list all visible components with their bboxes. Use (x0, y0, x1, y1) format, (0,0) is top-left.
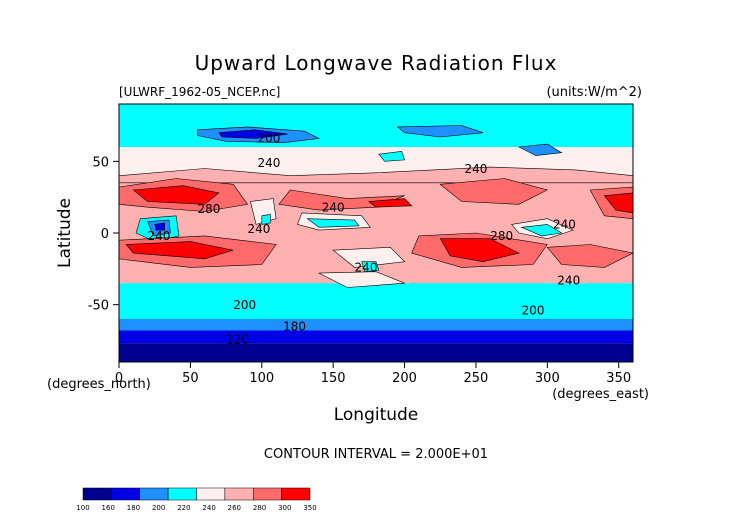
patch-s-pacific-mid (318, 271, 405, 288)
patch-warm-pool-core (306, 218, 360, 228)
x-tick-label: 350 (606, 371, 631, 386)
colorbar-swatch (281, 487, 311, 501)
colorbar-label: 260 (228, 504, 241, 512)
y-tick-label: 0 (101, 227, 109, 242)
chart-title: Upward Longwave Radiation Flux (195, 51, 558, 75)
patch-labrador (517, 143, 563, 156)
patch-siberia-core (218, 129, 288, 139)
contour-label: 280 (197, 202, 220, 216)
band-south-mid (119, 283, 633, 319)
band-antarctic (119, 343, 633, 362)
patch-s-indian-core (125, 241, 234, 260)
colorbar-swatch (196, 487, 226, 501)
contour-label: 200 (522, 304, 545, 318)
band-arctic (119, 104, 633, 147)
contour-label: 200 (257, 132, 280, 146)
colorbar-label: 200 (152, 504, 165, 512)
x-unit-label: (degrees_east) (552, 387, 649, 402)
contour-label: 180 (283, 319, 306, 333)
colorbar-label: 220 (177, 504, 190, 512)
patch-sahara-core (132, 185, 220, 205)
patch-central-pacific (368, 198, 413, 208)
contour-label: 240 (322, 201, 345, 215)
dataset-label: [ULWRF_1962-05_NCEP.nc] (119, 85, 280, 99)
contour-interval: CONTOUR INTERVAL = 2.000E+01 (264, 447, 488, 462)
patch-africa-conv-deep (154, 222, 165, 231)
x-tick-label: 100 (249, 371, 274, 386)
patch-s-atlantic (546, 244, 633, 268)
contour-label: 240 (553, 218, 576, 232)
patch-spcz-core (361, 261, 380, 273)
colorbar-swatch (139, 487, 169, 501)
contour-label: 240 (355, 261, 378, 275)
x-tick-label: 0 (115, 371, 123, 386)
patch-amazon-core (520, 224, 563, 237)
contour-label: 120 (226, 332, 249, 346)
patch-arctic-east (396, 125, 484, 138)
colorbar: 100 160 180 200 220 240 260 280 300 350 (76, 487, 317, 512)
patch-bengal-core (261, 214, 271, 225)
patch-atlantic-n-core (603, 192, 633, 214)
contour-label: 240 (464, 162, 487, 176)
y-axis: -50 0 50 (88, 155, 119, 314)
x-axis-label: Longitude (334, 405, 419, 425)
colorbar-swatch (111, 487, 140, 501)
colorbar-label: 100 (76, 504, 89, 512)
x-tick-label: 150 (321, 371, 346, 386)
colorbar-label: 280 (253, 504, 266, 512)
x-tick-label: 200 (392, 371, 417, 386)
contour-label: 280 (490, 229, 513, 243)
colorbar-label: 300 (278, 504, 291, 512)
band-antarctic-edge (119, 330, 633, 344)
contour-label: 240 (148, 229, 171, 243)
patch-ne-pacific (439, 178, 549, 205)
colorbar-label: 180 (127, 504, 140, 512)
y-axis-label: Latitude (55, 198, 75, 268)
colorbar-swatch (167, 487, 197, 501)
band-south-high (119, 319, 633, 331)
patch-se-pacific-core (439, 238, 520, 263)
colorbar-swatch (253, 487, 282, 501)
colorbar-label: 350 (303, 504, 316, 512)
x-tick-label: 300 (535, 371, 560, 386)
colorbar-label: 240 (202, 504, 215, 512)
x-tick-label: 250 (464, 371, 489, 386)
contour-label: 200 (233, 298, 256, 312)
y-tick-label: -50 (88, 299, 109, 314)
colorbar-swatch (224, 487, 254, 501)
colorbar-swatch (82, 487, 112, 501)
x-axis: 0 50 100 150 200 250 300 350 (115, 362, 631, 386)
contour-label: 240 (257, 156, 280, 170)
patch-spcz (332, 246, 406, 268)
plot-area: 200 240 280 240 240 240 240 280 240 240 240 200 200 1… (118, 103, 634, 363)
contour-label: 240 (247, 222, 270, 236)
units-label: (units:W/m^2) (546, 85, 642, 100)
y-unit-label: (degrees_north) (47, 377, 151, 392)
contour-label: 240 (557, 274, 580, 288)
colorbar-label: 160 (102, 504, 115, 512)
y-tick-label: 50 (92, 155, 109, 170)
patch-pacific (378, 150, 406, 162)
x-tick-label: 50 (182, 371, 199, 386)
